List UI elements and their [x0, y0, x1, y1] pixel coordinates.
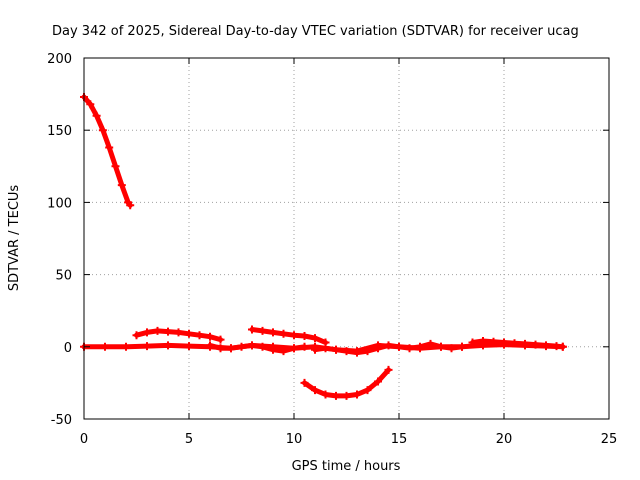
x-tick-label: 20 [496, 432, 513, 447]
data-point [98, 126, 107, 135]
chart-title: Day 342 of 2025, Sidereal Day-to-day VTE… [52, 24, 579, 39]
data-point [86, 100, 95, 109]
data-point [353, 348, 361, 357]
y-tick-label: 200 [47, 52, 72, 67]
x-tick-label: 25 [601, 432, 618, 447]
data-point [105, 143, 114, 152]
data-point [216, 344, 225, 353]
x-tick-label: 5 [185, 432, 193, 447]
data-point [384, 365, 393, 374]
data-point [363, 347, 372, 356]
data-point [92, 111, 101, 120]
data-point [237, 342, 246, 351]
y-tick-label: 50 [55, 269, 72, 284]
data-point [258, 326, 267, 335]
data-point [542, 341, 550, 350]
data-point [458, 342, 466, 351]
data-point [269, 345, 277, 354]
data-point [300, 378, 309, 387]
data-point [395, 342, 403, 351]
data-point [206, 332, 214, 341]
data-point [311, 345, 319, 354]
data-point [558, 342, 567, 351]
data-point [374, 344, 382, 353]
data-point [342, 347, 351, 356]
data-point [248, 341, 256, 350]
data-point [405, 344, 414, 353]
data-point [300, 342, 309, 351]
data-point [290, 331, 298, 340]
data-point [164, 327, 172, 336]
data-point [132, 331, 141, 340]
data-point [248, 325, 256, 334]
series-arc-8 [470, 338, 566, 350]
y-tick-label: 150 [47, 124, 72, 139]
data-point [143, 328, 151, 337]
data-point [384, 341, 393, 350]
data-point [332, 391, 340, 400]
data-point [185, 329, 193, 338]
y-tick-label: 100 [47, 196, 72, 211]
data-point [353, 390, 361, 399]
plot-frame [83, 57, 610, 420]
data-point [117, 181, 126, 190]
x-tick-label: 0 [80, 432, 88, 447]
data-point [521, 339, 529, 348]
data-point [126, 201, 135, 210]
data-point [279, 347, 288, 356]
data-point [143, 342, 151, 351]
data-point [101, 342, 109, 351]
axis-ticks: 0 5 10 15 20 25 -50 0 50 100 150 200 [47, 52, 617, 447]
data-point [437, 342, 445, 351]
y-tick-label: -50 [51, 413, 72, 428]
data-point [321, 344, 330, 353]
y-tick-label: 0 [64, 341, 72, 356]
data-point [500, 338, 508, 347]
data-point [447, 344, 456, 353]
data-point [300, 331, 309, 340]
data-point [416, 342, 424, 351]
data-point [111, 162, 120, 171]
data-point [311, 386, 319, 395]
data-point [174, 328, 183, 337]
data-point [258, 342, 267, 351]
data-point [195, 331, 204, 340]
data-point [531, 340, 540, 349]
data-point [164, 341, 172, 350]
data-series [80, 92, 567, 400]
data-point [153, 326, 162, 335]
data-point [510, 339, 519, 348]
data-point [269, 328, 277, 337]
data-point [216, 335, 225, 344]
grid [84, 58, 609, 419]
data-point [426, 339, 435, 348]
x-tick-label: 15 [391, 432, 408, 447]
data-point [374, 377, 382, 386]
data-point [479, 337, 487, 346]
data-point [311, 334, 319, 343]
data-point [321, 390, 330, 399]
data-point [122, 342, 130, 351]
data-point [489, 337, 498, 346]
data-point [227, 344, 235, 353]
x-tick-label: 10 [286, 432, 303, 447]
data-point [206, 341, 214, 350]
data-point [332, 345, 340, 354]
series-arc-4 [207, 342, 307, 354]
data-point [363, 386, 372, 395]
data-point [342, 391, 351, 400]
data-point [279, 329, 288, 338]
y-axis-label: SDTVAR / TECUs [7, 185, 22, 292]
data-point [468, 338, 477, 347]
data-point [185, 342, 193, 351]
x-axis-label: GPS time / hours [292, 459, 401, 474]
data-point [290, 344, 298, 353]
